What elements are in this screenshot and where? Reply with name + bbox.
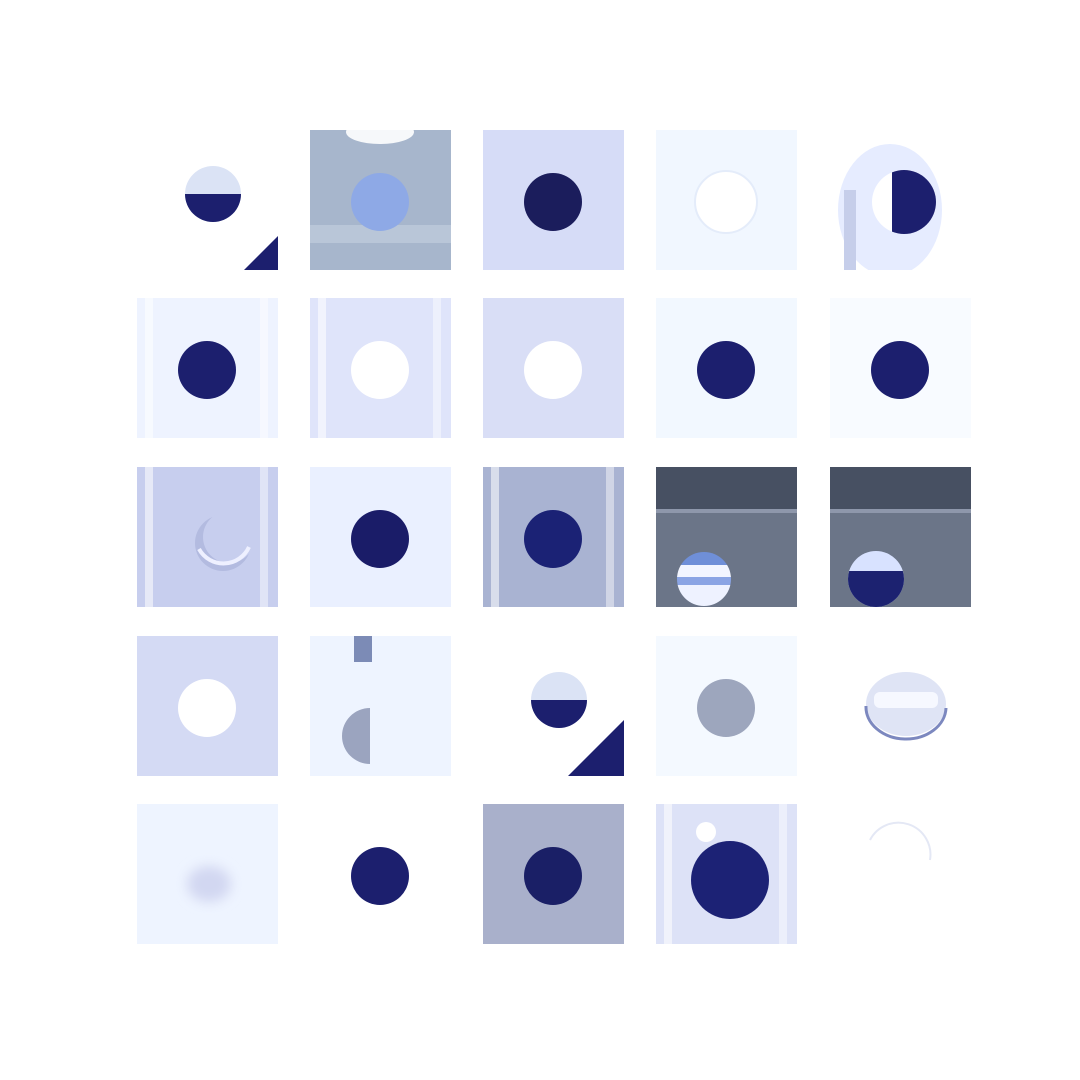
- tile-picture: [137, 467, 278, 607]
- image-tile: [656, 467, 797, 607]
- tile-picture: [310, 298, 451, 438]
- tile-picture: [656, 298, 797, 438]
- tile-picture: [656, 130, 797, 270]
- image-tile: [310, 636, 451, 776]
- image-tile: [830, 130, 971, 270]
- tile-picture: [137, 298, 278, 438]
- image-tile: [483, 467, 624, 607]
- tile-picture: [656, 804, 797, 944]
- image-tile: [656, 298, 797, 438]
- tile-picture: [830, 804, 971, 944]
- tile-picture: [310, 467, 451, 607]
- image-tile: [656, 130, 797, 270]
- tile-picture: [830, 298, 971, 438]
- image-tile: [310, 298, 451, 438]
- image-tile: [483, 298, 624, 438]
- tile-picture: [483, 298, 624, 438]
- image-tile: [830, 298, 971, 438]
- tile-picture: [656, 636, 797, 776]
- tile-picture: [310, 130, 451, 270]
- tile-picture: [310, 636, 451, 776]
- tile-picture: [137, 804, 278, 944]
- image-tile: [483, 636, 624, 776]
- tile-picture: [137, 636, 278, 776]
- tile-picture: [137, 130, 278, 270]
- image-tile: [137, 636, 278, 776]
- image-tile: [137, 804, 278, 944]
- image-tile: [830, 636, 971, 776]
- image-tile: [310, 130, 451, 270]
- tile-picture: [830, 467, 971, 607]
- image-tile: [830, 467, 971, 607]
- image-tile: [483, 130, 624, 270]
- tile-picture: [483, 467, 624, 607]
- image-tile: [137, 130, 278, 270]
- tile-picture: [483, 636, 624, 776]
- image-tile: [483, 804, 624, 944]
- image-tile: [137, 467, 278, 607]
- tile-picture: [830, 636, 971, 776]
- image-tile: [310, 467, 451, 607]
- tile-picture: [310, 804, 451, 944]
- image-tile: [830, 804, 971, 944]
- tile-picture: [830, 130, 971, 270]
- tile-picture: [483, 130, 624, 270]
- image-tile: [656, 636, 797, 776]
- image-tile: [137, 298, 278, 438]
- tile-picture: [656, 467, 797, 607]
- image-tile: [656, 804, 797, 944]
- image-tile: [310, 804, 451, 944]
- tile-picture: [483, 804, 624, 944]
